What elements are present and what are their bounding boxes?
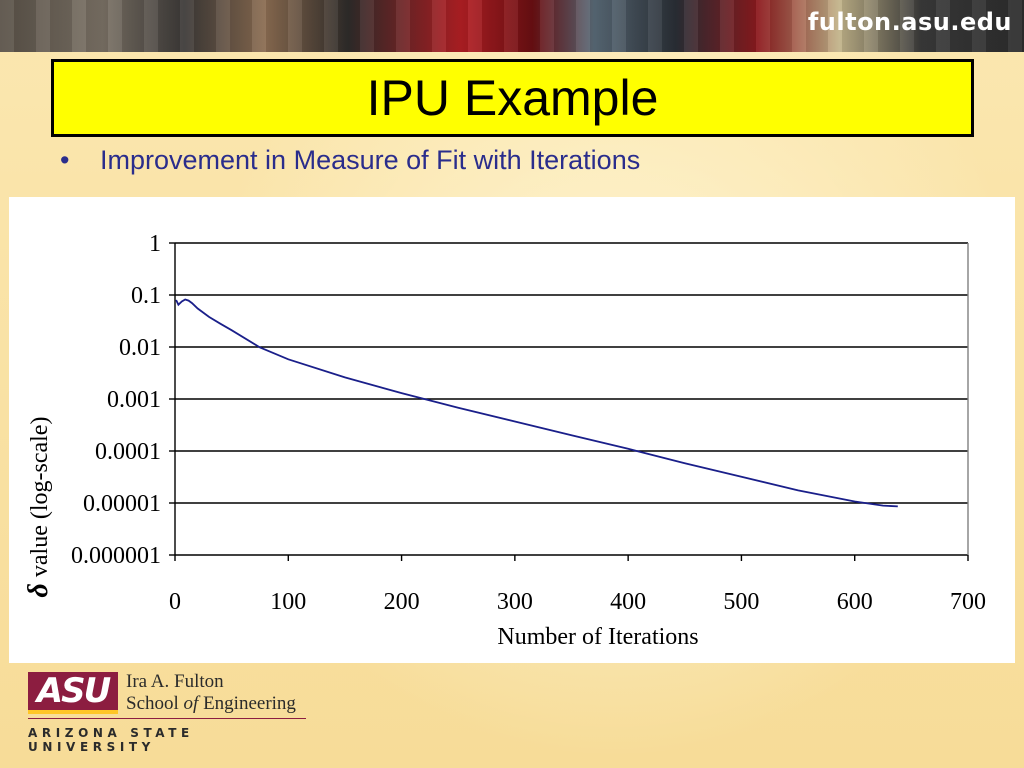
y-axis-symbol: δ <box>23 583 54 597</box>
y-tick-label: 0.01 <box>119 335 161 361</box>
x-tick-label: 700 <box>950 589 986 615</box>
asu-logo-mark: ASU <box>28 672 118 714</box>
y-axis-label-text: value (log-scale) <box>27 417 53 584</box>
x-tick-label: 100 <box>270 589 306 615</box>
bullet-dot: • <box>60 145 70 175</box>
x-tick-label: 600 <box>837 589 873 615</box>
banner-site-text: fulton.asu.edu <box>807 8 1012 36</box>
y-tick-labels: 1 0.1 0.01 0.001 0.0001 0.00001 0.000001 <box>71 231 161 569</box>
chart: 1 0.1 0.01 0.001 0.0001 0.00001 0.000001 0 100 2… <box>23 231 986 650</box>
y-tick-label: 0.00001 <box>83 491 161 517</box>
logo-line-1: Ira A. Fulton <box>126 671 224 692</box>
slide-title: IPU Example <box>366 70 659 126</box>
logo-line-2c: Engineering <box>198 693 296 714</box>
logo-divider <box>28 718 306 719</box>
x-tick-label: 500 <box>723 589 759 615</box>
slide-title-box: IPU Example <box>51 59 974 137</box>
y-axis-title: δ value (log-scale) <box>23 417 54 598</box>
logo-line-2: School of Engineering <box>126 693 296 715</box>
x-tick-label: 0 <box>169 589 181 615</box>
x-axis-title: Number of Iterations <box>497 624 698 650</box>
gridlines <box>175 242 968 556</box>
banner-photo-strip <box>0 0 1024 52</box>
x-tick-label: 400 <box>610 589 646 615</box>
chart-panel: 1 0.1 0.01 0.001 0.0001 0.00001 0.000001 0 100 2… <box>9 197 1015 663</box>
logo-line-2a: School <box>126 693 184 714</box>
bullet-text: Improvement in Measure of Fit with Itera… <box>100 145 641 175</box>
series-line <box>175 298 898 508</box>
y-tick-label: 0.000001 <box>71 543 161 569</box>
logo-university: ARIZONA STATE UNIVERSITY <box>28 726 194 754</box>
y-tick-label: 1 <box>149 231 161 257</box>
x-tick-labels: 0 100 200 300 400 500 600 700 <box>169 589 986 615</box>
x-tick-label: 200 <box>384 589 420 615</box>
bullet-point: • Improvement in Measure of Fit with Iter… <box>60 145 640 176</box>
axes <box>169 242 969 561</box>
x-tick-label: 300 <box>497 589 533 615</box>
logo-line-2b: of <box>183 693 199 714</box>
header-banner: fulton.asu.edu <box>0 0 1024 52</box>
y-tick-label: 0.0001 <box>95 439 161 465</box>
y-tick-label: 0.1 <box>131 283 161 309</box>
y-tick-label: 0.001 <box>107 387 161 413</box>
asu-fulton-logo: ASU Ira A. Fulton School of Engineering … <box>28 671 318 754</box>
